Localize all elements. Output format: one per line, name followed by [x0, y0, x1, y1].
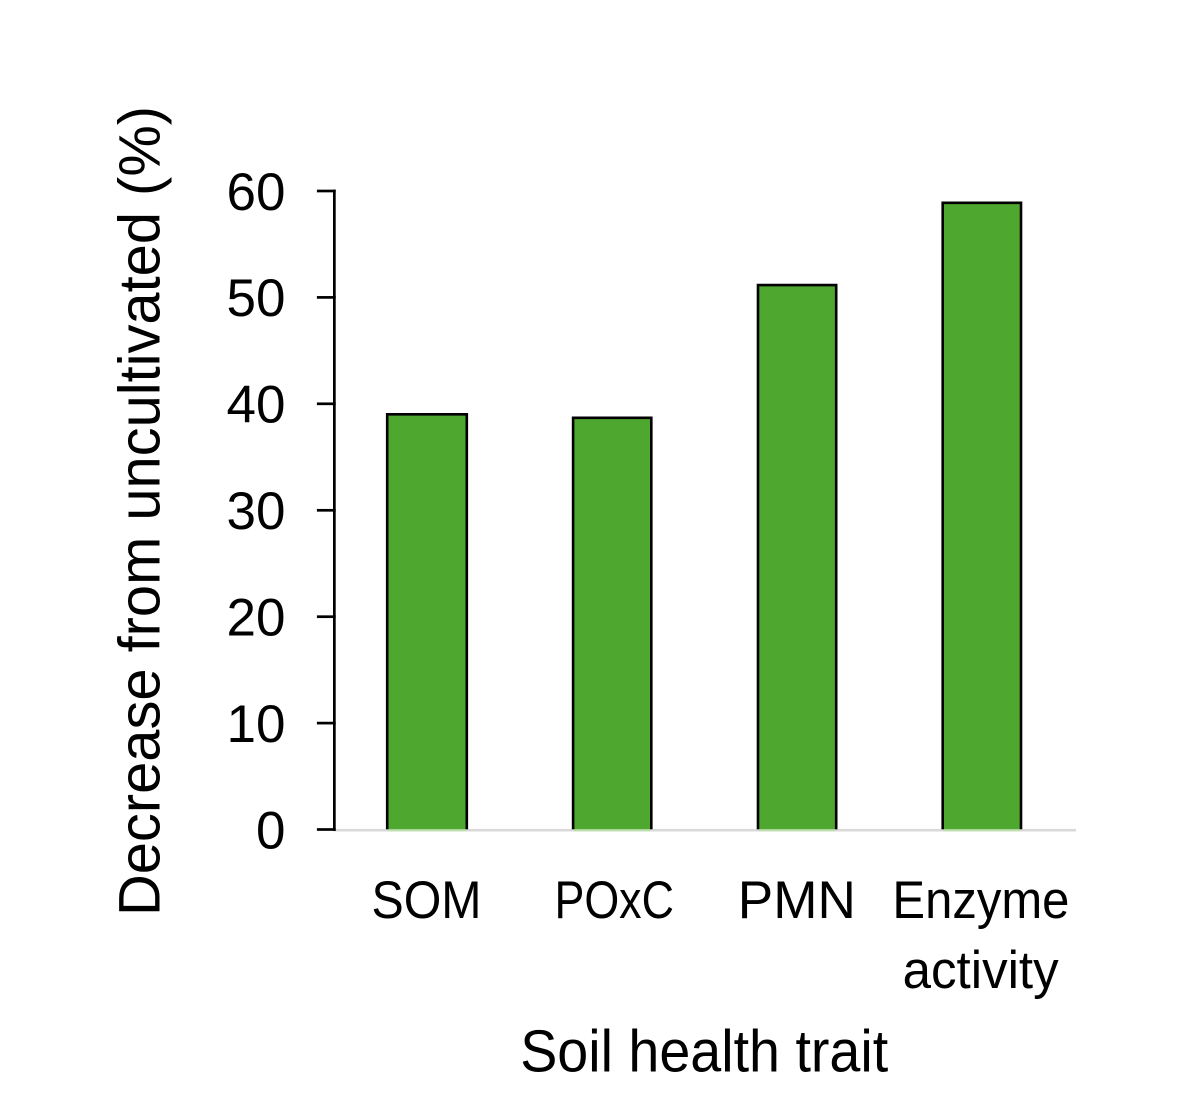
svg-text:40: 40	[227, 376, 286, 435]
svg-text:Decrease from uncultivated (%): Decrease from uncultivated (%)	[108, 106, 173, 916]
svg-text:POxC: POxC	[554, 871, 674, 930]
svg-text:10: 10	[227, 695, 286, 754]
svg-text:Enzyme: Enzyme	[892, 871, 1069, 930]
svg-text:20: 20	[227, 588, 286, 647]
svg-text:30: 30	[227, 482, 286, 541]
svg-text:0: 0	[256, 801, 285, 860]
svg-text:activity: activity	[903, 941, 1059, 1000]
svg-text:Soil health trait: Soil health trait	[520, 1019, 888, 1085]
svg-text:PMN: PMN	[738, 871, 856, 930]
svg-text:SOM: SOM	[372, 871, 482, 930]
svg-text:60: 60	[227, 163, 286, 222]
svg-text:50: 50	[227, 269, 286, 328]
